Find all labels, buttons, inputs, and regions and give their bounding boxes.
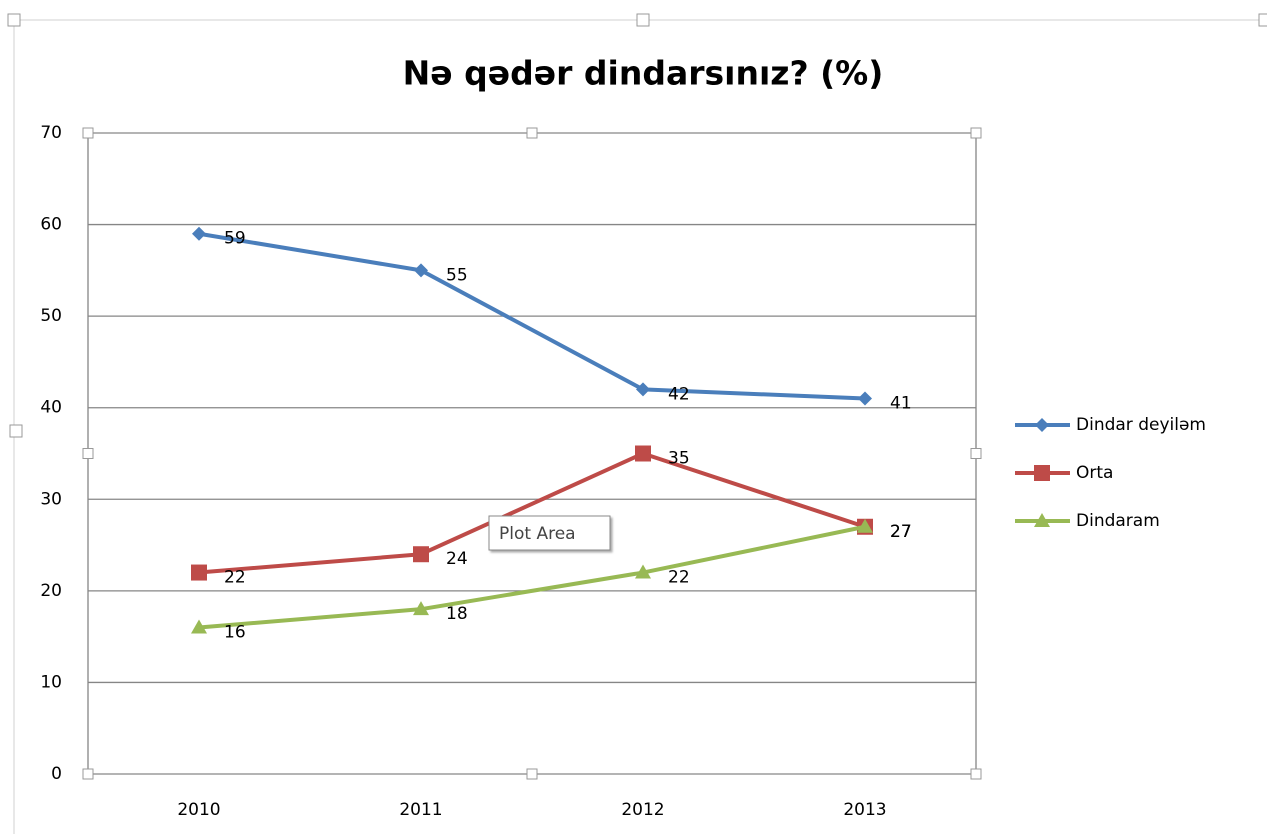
marker — [191, 619, 207, 634]
y-tick-label: 60 — [40, 215, 62, 235]
y-tick-label: 0 — [51, 764, 62, 784]
plot-handle — [82, 127, 94, 139]
marker — [635, 445, 651, 462]
marker — [414, 263, 428, 278]
data-label: 55 — [446, 265, 468, 285]
chart-handle[interactable] — [9, 424, 23, 438]
data-label: 24 — [446, 549, 468, 569]
plot-area[interactable]: 0 10 20 30 40 50 60 70 2010 2011 2012 2013 59 55 42 41 2… — [40, 123, 982, 820]
marker — [636, 382, 650, 397]
chart-handle[interactable] — [1258, 13, 1267, 27]
data-label: 27 — [890, 522, 912, 542]
chart-handle[interactable] — [7, 13, 21, 27]
y-tick-label: 10 — [40, 672, 62, 692]
marker — [191, 564, 207, 581]
marker — [1035, 418, 1049, 432]
x-tick-label: 2010 — [177, 800, 220, 820]
marker — [635, 564, 651, 579]
data-label: 41 — [890, 394, 912, 414]
marker — [858, 391, 872, 406]
plot-handle — [970, 127, 982, 139]
y-tick-label: 20 — [40, 581, 62, 601]
data-label: 42 — [668, 384, 690, 404]
x-tick-label: 2011 — [399, 800, 442, 820]
data-label: 16 — [224, 622, 246, 642]
data-label: 22 — [224, 568, 246, 588]
plot-handle — [526, 768, 538, 780]
y-tick-label: 40 — [40, 398, 62, 418]
line — [198, 524, 866, 630]
tooltip-box — [488, 515, 611, 551]
y-tick-label: 70 — [40, 123, 62, 143]
data-label: 18 — [446, 604, 468, 624]
data-label: 35 — [668, 449, 690, 469]
plot-handle — [82, 768, 94, 780]
tooltip: Plot Area — [488, 515, 611, 551]
chart-handle[interactable] — [636, 13, 650, 27]
legend-label: Dindar deyiləm — [1076, 415, 1206, 435]
chart-title: Nə qədər dindarsınız? (%) — [403, 54, 884, 93]
y-tick-label: 50 — [40, 306, 62, 326]
line — [198, 231, 866, 401]
marker — [413, 601, 429, 616]
y-tick-label: 30 — [40, 489, 62, 509]
tooltip-text: Plot Area — [499, 524, 576, 544]
plot-handle — [970, 448, 982, 459]
marker — [1034, 465, 1050, 481]
data-label: 22 — [668, 568, 690, 588]
data-label: 59 — [224, 229, 246, 249]
marker — [857, 518, 873, 533]
legend-label: Dindaram — [1076, 511, 1160, 531]
line — [198, 451, 866, 575]
plot-handle — [82, 448, 94, 459]
x-tick-label: 2013 — [843, 800, 886, 820]
data-label: 27 — [890, 522, 912, 542]
marker — [192, 226, 206, 241]
marker — [1034, 513, 1050, 527]
plot-handle — [526, 127, 538, 139]
x-tick-label: 2012 — [621, 800, 664, 820]
plot-handle — [970, 768, 982, 780]
legend-label: Orta — [1076, 463, 1113, 483]
marker — [413, 546, 429, 563]
